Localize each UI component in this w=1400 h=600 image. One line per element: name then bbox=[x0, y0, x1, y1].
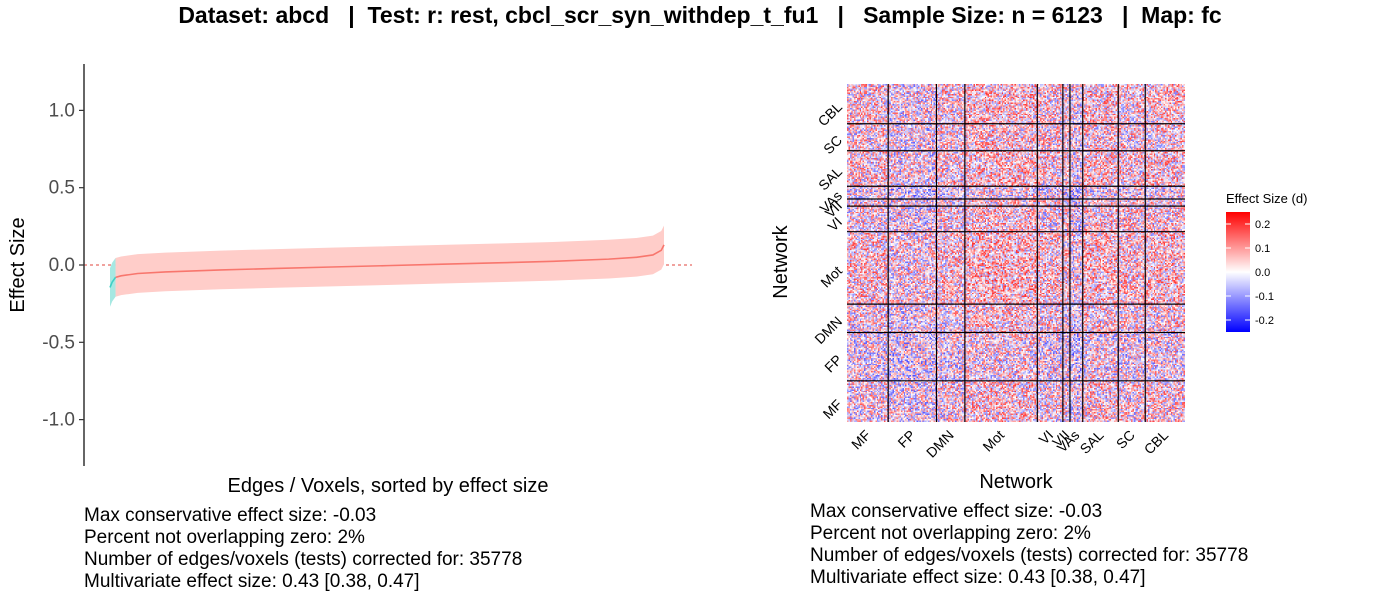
line-stats: Max conservative effect size: -0.03 Perc… bbox=[84, 505, 522, 593]
effect-size-curve-not-overlapping bbox=[109, 276, 117, 288]
stat-percent-not-overlapping: Percent not overlapping zero: 2% bbox=[84, 527, 365, 548]
heatmap-y-tick-label: SC bbox=[820, 132, 845, 157]
y-tick-label: -0.5 bbox=[42, 332, 75, 353]
legend-tick-label: -0.2 bbox=[1255, 315, 1274, 327]
heatmap-stats: Max conservative effect size: -0.03 Perc… bbox=[810, 501, 1248, 589]
stat-multivariate: Multivariate effect size: 0.43 [0.38, 0.… bbox=[810, 567, 1146, 588]
legend-tick-label: 0.1 bbox=[1255, 243, 1270, 255]
stat-max-conservative: Max conservative effect size: -0.03 bbox=[84, 505, 377, 526]
y-tick-label: -1.0 bbox=[42, 410, 75, 431]
heatmap-x-tick-label: DMN bbox=[923, 427, 957, 461]
y-tick-label: 0.5 bbox=[49, 178, 75, 199]
y-tick-label: 1.0 bbox=[49, 100, 75, 121]
page-title: Dataset: abcd | Test: r: rest, cbcl_scr_… bbox=[178, 2, 1222, 28]
line-y-axis-label: Effect Size bbox=[7, 217, 29, 312]
effect-size-curve-overlapping bbox=[115, 244, 665, 279]
heatmap-y-tick-label: CBL bbox=[815, 99, 846, 130]
y-tick-label: 0.0 bbox=[49, 255, 75, 276]
heatmap-x-tick-label: MF bbox=[848, 427, 874, 453]
stat-max-conservative: Max conservative effect size: -0.03 bbox=[810, 501, 1103, 522]
legend-tick-label: 0.2 bbox=[1255, 219, 1270, 231]
heatmap-x-tick-label: SC bbox=[1113, 427, 1138, 452]
line-x-axis-label: Edges / Voxels, sorted by effect size bbox=[228, 475, 549, 497]
legend-tick-label: -0.1 bbox=[1255, 291, 1274, 303]
heatmap-y-axis-label: Network bbox=[770, 224, 792, 298]
legend-colorbar bbox=[1226, 212, 1250, 332]
heatmap-y-tick-label: FP bbox=[821, 351, 845, 375]
heatmap-x-tick-label: SAL bbox=[1077, 427, 1107, 457]
heatmap-x-axis-label: Network bbox=[979, 471, 1053, 493]
heatmap-x-tick-label: CBL bbox=[1141, 427, 1172, 458]
heatmap-y-tick-label: MF bbox=[820, 396, 846, 422]
effect-size-line-chart: -1.0 -0.5 0.0 0.5 1.0 Edges / Voxels, sorted… bbox=[7, 64, 692, 497]
heatmap-x-tick-label: VAs bbox=[1054, 427, 1083, 456]
heatmap-y-tick-label: Mot bbox=[817, 263, 845, 291]
heatmap-y-tick-label: VII bbox=[822, 197, 845, 220]
heatmap-x-tick-label: FP bbox=[894, 427, 918, 451]
stat-tests-corrected: Number of edges/voxels (tests) corrected… bbox=[84, 549, 523, 570]
heatmap-x-tick-label: Mot bbox=[979, 427, 1007, 455]
legend-tick-label: 0.0 bbox=[1255, 267, 1270, 279]
heatmap-y-tick-label: SAL bbox=[815, 163, 845, 193]
heatmap-cells bbox=[847, 84, 1185, 422]
heatmap-y-tick-label: VI bbox=[824, 214, 845, 235]
legend-title: Effect Size (d) bbox=[1226, 191, 1307, 206]
confidence-ribbon-overlapping bbox=[115, 225, 665, 297]
heatmap-x-tick-label: VI bbox=[1036, 427, 1057, 448]
stat-tests-corrected: Number of edges/voxels (tests) corrected… bbox=[810, 545, 1249, 566]
heatmap-y-tick-label: VAs bbox=[816, 187, 845, 216]
heatmap-y-tick-label: DMN bbox=[811, 313, 845, 347]
stat-percent-not-overlapping: Percent not overlapping zero: 2% bbox=[810, 523, 1091, 544]
stat-multivariate: Multivariate effect size: 0.43 [0.38, 0.… bbox=[84, 571, 420, 592]
heatmap-x-tick-label: VII bbox=[1049, 427, 1072, 450]
